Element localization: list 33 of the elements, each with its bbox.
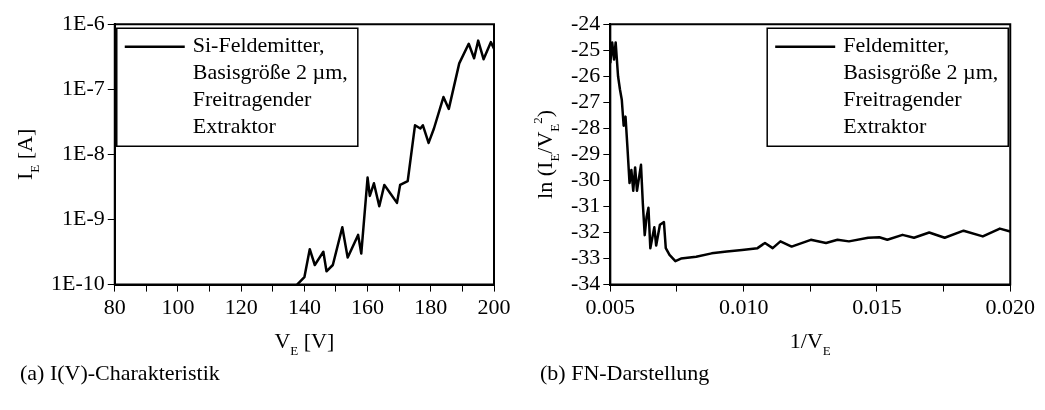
y-tick-label: -32	[571, 218, 601, 244]
y-tick-label: -26	[571, 62, 601, 88]
y-axis-title: ln (IE/VE2)	[530, 109, 562, 199]
y-tick-label: 1E-10	[51, 270, 105, 296]
x-tick-label: 160	[351, 293, 385, 319]
x-tick-label: 80	[103, 293, 126, 319]
y-tick-label: 1E-7	[62, 75, 105, 101]
x-tick-label: 0.015	[852, 293, 902, 319]
legend-label: Si-Feldemitter, Basisgröße 2 µm, Freitragender Extraktor	[192, 32, 348, 139]
y-tick-label: -24	[571, 9, 601, 35]
x-tick-label: 0.010	[718, 293, 769, 319]
y-tick-label: -29	[571, 140, 601, 166]
x-tick-label: 140	[287, 293, 321, 319]
x-tick-label: 120	[224, 293, 258, 319]
x-tick-label: 0.005	[585, 293, 636, 319]
y-tick-label: -28	[571, 114, 601, 140]
text: (a) I(V)-Charakteristik	[19, 360, 221, 386]
legend-label: Feldemitter, Basisgröße 2 µm, Freitragender Extraktor	[843, 32, 999, 139]
x-tick-label: 100	[161, 293, 195, 319]
y-tick-label: 1E-8	[62, 140, 105, 166]
y-tick-label: -30	[571, 166, 601, 192]
y-tick-label: 1E-6	[62, 9, 105, 35]
x-tick-label: 180	[414, 293, 448, 319]
y-tick-label: -25	[571, 36, 601, 62]
text: (b) FN-Darstellung	[539, 360, 711, 386]
y-tick-label: -31	[571, 192, 601, 218]
x-tick-label: 0.020	[985, 293, 1035, 319]
y-tick-label: -27	[571, 88, 601, 114]
y-axis-title: IE [A]	[12, 128, 42, 181]
y-tick-label: -33	[571, 244, 601, 270]
y-tick-label: -34	[571, 270, 601, 296]
y-tick-label: 1E-9	[62, 205, 105, 231]
x-tick-label: 200	[477, 293, 511, 319]
